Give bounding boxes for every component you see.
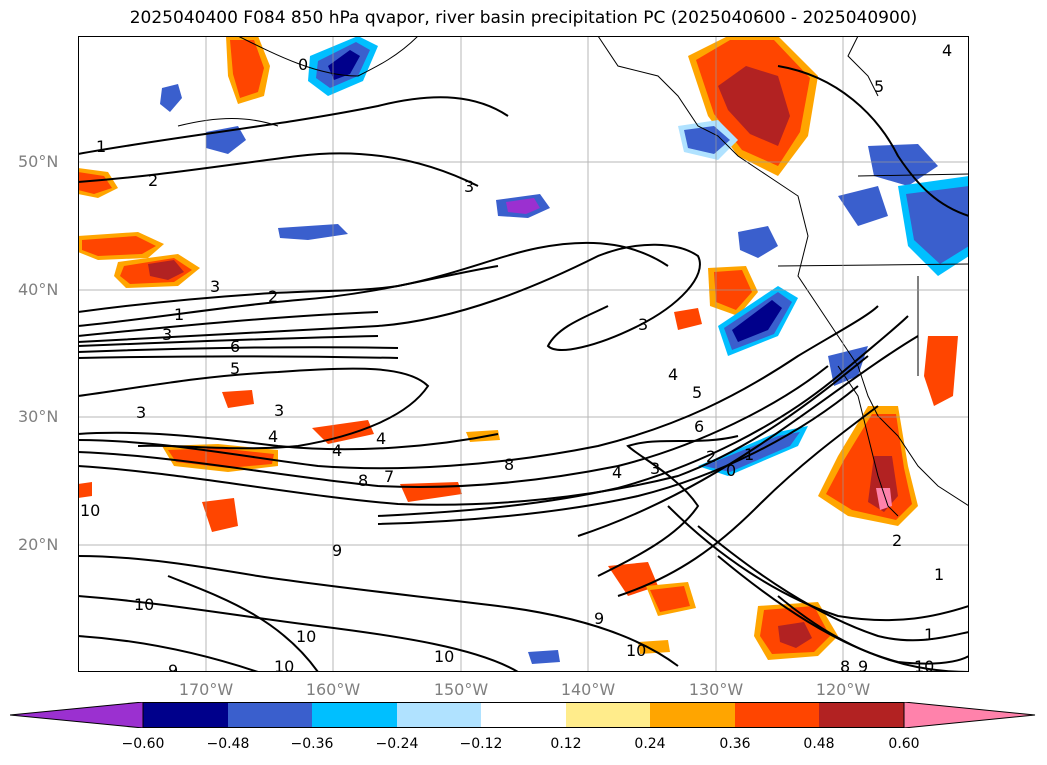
- contour-label: 3: [464, 177, 474, 196]
- precip-shading: [78, 36, 969, 664]
- contour-label: 3: [274, 401, 284, 420]
- lat-label-40n: 40°N: [18, 280, 59, 299]
- contour-label: 10: [434, 647, 454, 666]
- colorbar-swatch: [735, 702, 819, 728]
- map-panel: 1 2 3 2 1 3 6 5 3 3 4 4 4 8 7 8 5 6 4 3 …: [78, 36, 969, 672]
- colorbar-tick: 0.24: [634, 736, 666, 752]
- lat-label-20n: 20°N: [18, 535, 59, 554]
- colorbar-tick: −0.12: [459, 736, 503, 752]
- contour-label: 1: [96, 137, 106, 156]
- colorbar-swatch: [312, 702, 397, 728]
- colorbar-swatch: [903, 702, 1036, 728]
- contour-label: 4: [268, 427, 278, 446]
- contour-label: 3: [210, 277, 220, 296]
- lon-label-140w: 140°W: [560, 680, 616, 699]
- colorbar-swatch: [143, 702, 228, 728]
- colorbar-tick: 0.48: [803, 736, 835, 752]
- contour-label: 8: [504, 455, 514, 474]
- lon-label-150w: 150°W: [433, 680, 489, 699]
- colorbar-swatch: [819, 702, 904, 728]
- contour-label: 1: [934, 565, 944, 584]
- contour-label: 10: [134, 595, 154, 614]
- contour-label: 10: [274, 657, 294, 672]
- contour-label: 4: [942, 41, 952, 60]
- contour-label: 6: [694, 417, 704, 436]
- contour-label: 9: [858, 657, 868, 672]
- contour-label: 0: [726, 461, 736, 480]
- lat-label-30n: 30°N: [18, 407, 59, 426]
- contour-label: 3: [136, 403, 146, 422]
- contour-label: 10: [626, 641, 646, 660]
- colorbar-swatch: [228, 702, 312, 728]
- colorbar-tick: −0.24: [375, 736, 419, 752]
- colorbar-tick: 0.36: [719, 736, 751, 752]
- contour-label: 2: [892, 531, 902, 550]
- lon-label-160w: 160°W: [305, 680, 361, 699]
- colorbar-swatch: [566, 702, 650, 728]
- lon-label-170w: 170°W: [178, 680, 234, 699]
- contour-label: 10: [914, 657, 934, 672]
- colorbar-tick: −0.36: [290, 736, 334, 752]
- contour-label: 1: [924, 625, 934, 644]
- colorbar-tick: −0.60: [121, 736, 165, 752]
- colorbar-swatch: [10, 702, 144, 728]
- contour-label: 8: [840, 657, 850, 672]
- coastlines: [177, 36, 969, 517]
- contour-labels: 1 2 3 2 1 3 6 5 3 3 4 4 4 8 7 8 5 6 4 3 …: [80, 41, 952, 672]
- contour-label: 8: [358, 471, 368, 490]
- colorbar: [10, 702, 1036, 728]
- contour-label: 3: [638, 315, 648, 334]
- colorbar-swatch: [397, 702, 481, 728]
- contour-label: 7: [384, 467, 394, 486]
- contour-label: 9: [332, 541, 342, 560]
- contour-label: 3: [650, 459, 660, 478]
- contour-label: 2: [268, 287, 278, 306]
- contour-label: 1: [744, 445, 754, 464]
- qvapor-contours: [78, 65, 969, 672]
- contour-label: 4: [332, 441, 342, 460]
- contour-label: 3: [162, 325, 172, 344]
- contour-label: 2: [148, 171, 158, 190]
- contour-label: 4: [612, 463, 622, 482]
- colorbar-swatch: [481, 702, 566, 728]
- contour-label: 2: [706, 447, 716, 466]
- contour-label: 10: [80, 501, 100, 520]
- contour-label: 4: [376, 429, 386, 448]
- contour-label: 5: [230, 359, 240, 378]
- contour-label: 4: [668, 365, 678, 384]
- lon-label-120w: 120°W: [815, 680, 871, 699]
- map-title: 2025040400 F084 850 hPa qvapor, river ba…: [129, 8, 918, 28]
- contour-label: 9: [594, 609, 604, 628]
- graticule: [78, 36, 969, 672]
- colorbar-tick: −0.48: [206, 736, 250, 752]
- contour-label: 5: [874, 77, 884, 96]
- contour-label: 0: [298, 55, 308, 74]
- contour-label: 10: [296, 627, 316, 646]
- colorbar-tick: 0.60: [888, 736, 920, 752]
- lon-label-130w: 130°W: [688, 680, 744, 699]
- contour-label: 9: [168, 661, 178, 672]
- contour-label: 5: [692, 383, 702, 402]
- contour-label: 1: [174, 305, 184, 324]
- colorbar-swatch: [650, 702, 735, 728]
- contour-label: 6: [230, 337, 240, 356]
- colorbar-tick: 0.12: [550, 736, 582, 752]
- lat-label-50n: 50°N: [18, 152, 59, 171]
